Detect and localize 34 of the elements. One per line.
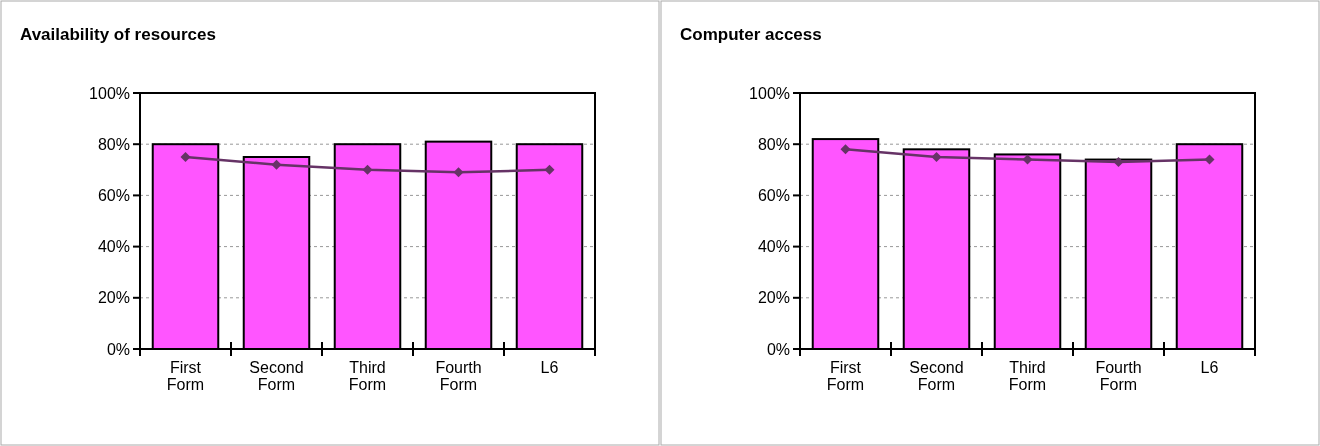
point bbox=[1113, 157, 1124, 168]
x-tick-label: Second Form bbox=[249, 359, 304, 393]
y-tick-label: 40% bbox=[97, 238, 130, 256]
x-tick-label: L6 bbox=[1200, 359, 1219, 376]
point bbox=[1022, 154, 1033, 165]
y-tick-label: 80% bbox=[97, 135, 130, 153]
chart-title: Computer access bbox=[680, 25, 822, 44]
point bbox=[180, 152, 191, 162]
point bbox=[1204, 154, 1215, 165]
y-tick-label: 100% bbox=[749, 84, 790, 102]
point bbox=[271, 159, 282, 170]
y-tick-label: 0% bbox=[766, 340, 790, 358]
x-tick-label: Fourth Form bbox=[435, 359, 482, 393]
y-tick-label: 100% bbox=[89, 84, 130, 102]
x-tick-label: L6 bbox=[540, 359, 559, 376]
x-tick-label: Third Form bbox=[1008, 359, 1047, 393]
y-tick-label: 20% bbox=[757, 289, 790, 307]
point bbox=[453, 167, 464, 178]
x-tick-label: Fourth Form bbox=[1095, 359, 1142, 393]
chart-title: Availability of resources bbox=[20, 25, 216, 44]
x-tick-label: First Form bbox=[826, 359, 865, 393]
point bbox=[931, 152, 942, 162]
y-tick-label: 60% bbox=[757, 187, 790, 204]
x-tick-label: First Form bbox=[166, 359, 205, 393]
y-tick-label: 40% bbox=[757, 238, 790, 256]
y-tick-label: 60% bbox=[97, 187, 130, 204]
point bbox=[840, 144, 851, 155]
y-tick-label: 20% bbox=[97, 289, 130, 307]
y-tick-label: 80% bbox=[757, 135, 790, 153]
point bbox=[362, 164, 373, 175]
x-tick-label: Third Form bbox=[348, 359, 387, 393]
point bbox=[544, 164, 555, 175]
y-tick-label: 0% bbox=[106, 340, 130, 358]
x-tick-label: Second Form bbox=[909, 359, 964, 393]
